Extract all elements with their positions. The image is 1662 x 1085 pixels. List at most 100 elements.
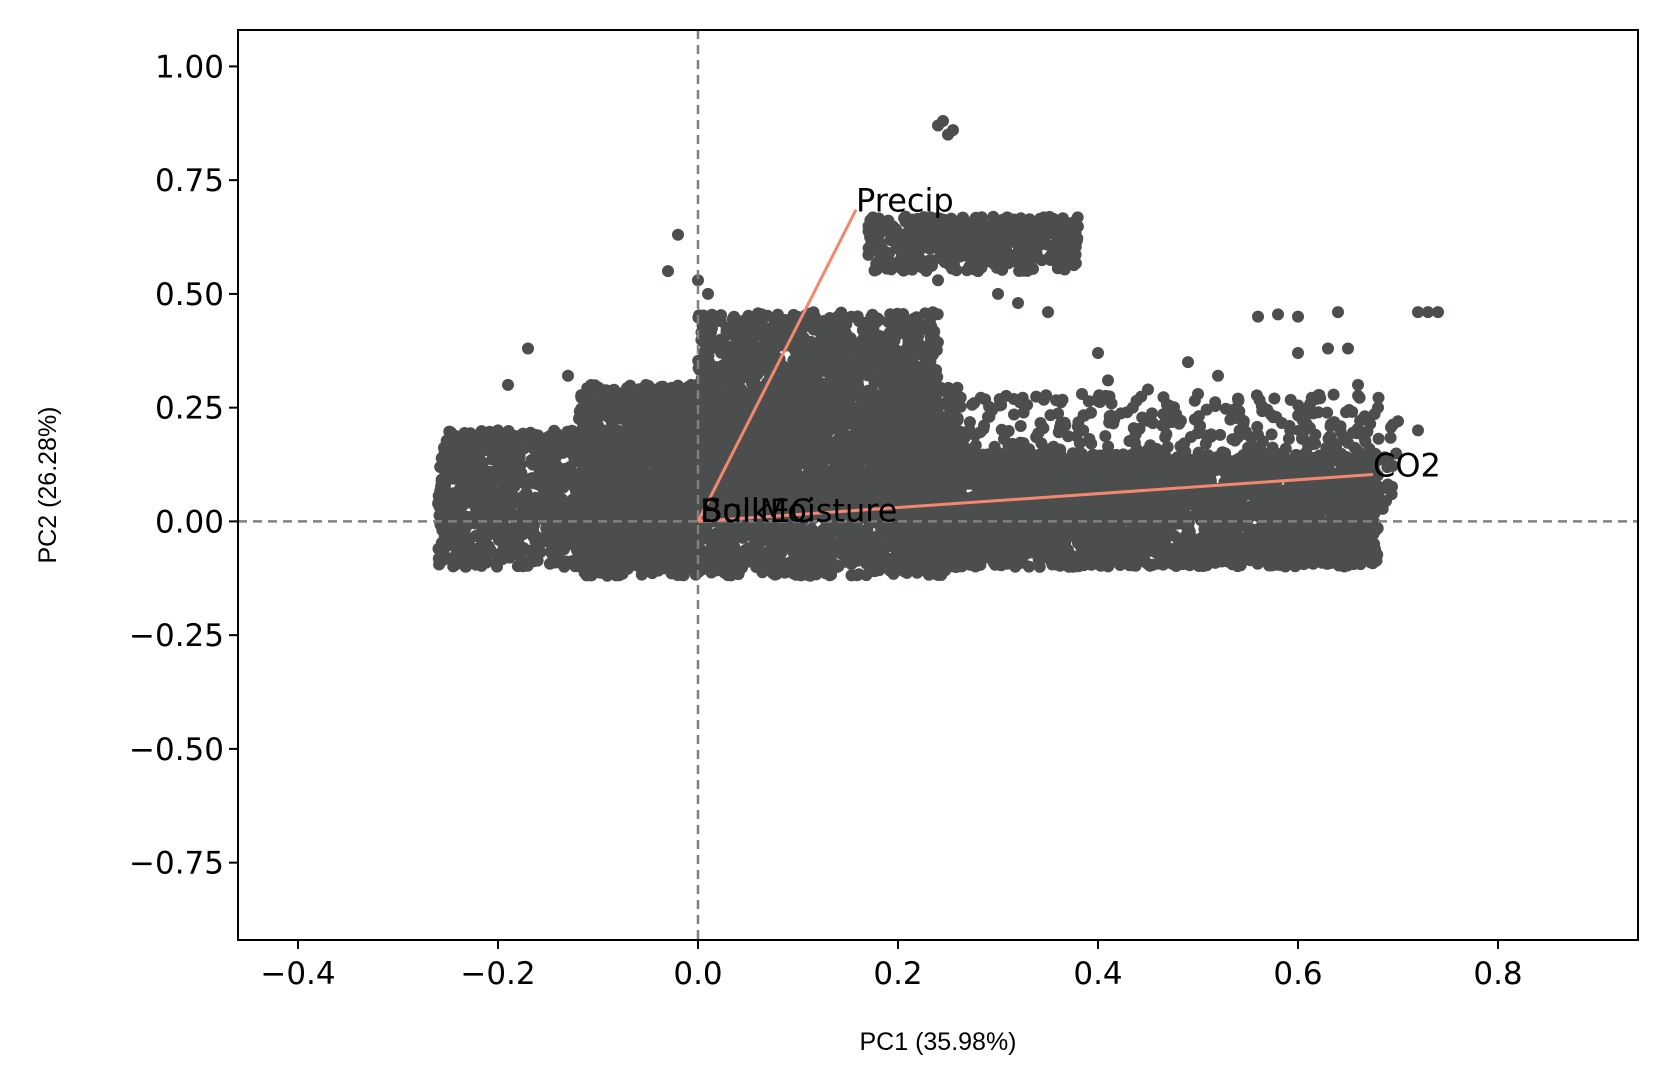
score-point xyxy=(507,522,520,535)
score-point xyxy=(486,505,499,518)
score-point xyxy=(453,465,465,478)
score-point xyxy=(519,556,532,569)
score-point xyxy=(475,456,488,469)
score-point xyxy=(510,455,523,468)
score-point xyxy=(599,424,612,437)
score-point xyxy=(630,532,643,545)
score-point xyxy=(591,556,604,568)
score-point xyxy=(626,545,639,558)
score-point xyxy=(851,554,864,567)
score-point xyxy=(597,544,610,557)
score-point xyxy=(648,440,661,452)
score-point xyxy=(639,379,652,391)
score-point xyxy=(448,509,461,522)
score-points xyxy=(432,115,1444,582)
score-point xyxy=(719,534,732,547)
score-point xyxy=(441,437,454,450)
score-point xyxy=(679,425,692,438)
score-point xyxy=(664,498,677,511)
score-point xyxy=(578,467,591,480)
score-point xyxy=(562,440,575,453)
score-point xyxy=(590,478,603,491)
score-point xyxy=(607,478,620,491)
score-point xyxy=(870,562,883,575)
score-point xyxy=(830,537,843,550)
score-point xyxy=(432,542,445,555)
score-point xyxy=(492,458,505,471)
score-point xyxy=(583,567,596,580)
score-point xyxy=(816,542,828,555)
score-point xyxy=(766,538,779,551)
score-point xyxy=(785,536,798,549)
score-point xyxy=(478,549,491,562)
score-point xyxy=(658,517,671,530)
score-point xyxy=(853,568,865,581)
score-point xyxy=(800,532,813,545)
score-point xyxy=(705,566,718,579)
score-point xyxy=(532,546,545,559)
score-point xyxy=(634,460,646,473)
score-point xyxy=(606,561,618,574)
score-point xyxy=(573,412,585,425)
score-point xyxy=(580,546,593,559)
score-point xyxy=(543,441,556,454)
score-point xyxy=(631,559,644,572)
score-point xyxy=(724,561,736,574)
score-point xyxy=(656,484,669,497)
score-point xyxy=(787,567,800,580)
score-point xyxy=(652,389,665,402)
score-point xyxy=(555,464,567,477)
score-point xyxy=(608,393,621,406)
score-point xyxy=(583,398,595,411)
score-point xyxy=(573,489,586,502)
score-point xyxy=(616,413,629,425)
score-point xyxy=(764,563,776,576)
score-point xyxy=(621,382,634,394)
score-point xyxy=(529,535,542,548)
score-point xyxy=(451,543,464,556)
score-point xyxy=(497,502,510,515)
score-point xyxy=(644,509,657,522)
score-point xyxy=(494,485,507,498)
score-point xyxy=(634,492,647,505)
score-point xyxy=(499,533,512,546)
score-point xyxy=(690,532,703,545)
score-point xyxy=(643,562,656,575)
score-point xyxy=(536,480,549,493)
score-point xyxy=(873,544,886,557)
score-point xyxy=(527,524,540,537)
score-point xyxy=(588,489,601,501)
score-point xyxy=(655,541,668,554)
score-point xyxy=(438,475,451,488)
score-point xyxy=(617,491,630,504)
score-point xyxy=(485,474,498,487)
score-point xyxy=(861,531,874,544)
score-point xyxy=(495,513,508,526)
score-point xyxy=(677,456,690,469)
score-point xyxy=(452,498,465,511)
score-point xyxy=(545,545,558,557)
score-point xyxy=(814,558,827,571)
score-point xyxy=(575,450,588,463)
score-point xyxy=(589,457,602,470)
score-point xyxy=(649,414,662,427)
score-point xyxy=(845,541,858,554)
score-point xyxy=(789,554,802,567)
score-point xyxy=(588,410,601,423)
score-point xyxy=(459,560,472,573)
score-point xyxy=(474,495,487,508)
score-point xyxy=(518,442,531,455)
score-point xyxy=(623,427,636,440)
score-point xyxy=(674,438,686,451)
score-point xyxy=(556,495,569,508)
score-point xyxy=(526,458,539,471)
score-point xyxy=(617,443,630,455)
score-point xyxy=(505,490,518,503)
score-point xyxy=(433,501,446,514)
score-point xyxy=(530,513,543,526)
score-point xyxy=(532,429,544,442)
score-point xyxy=(673,402,686,415)
score-point xyxy=(572,513,585,526)
score-point xyxy=(745,542,758,555)
